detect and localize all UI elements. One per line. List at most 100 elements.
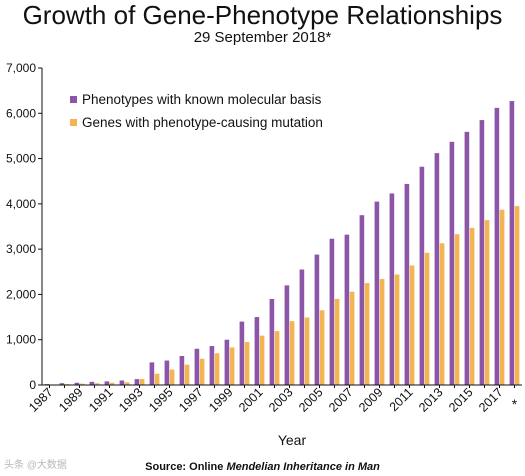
x-tick-label: 2011 [387, 385, 416, 414]
bar-genes [469, 227, 475, 385]
legend-label-phenotypes: Phenotypes with known molecular basis [82, 92, 322, 107]
bar-genes [139, 379, 145, 385]
x-tick-label: 2013 [416, 385, 446, 415]
bar-genes [514, 206, 520, 385]
bar-genes [394, 274, 400, 385]
bar-phenotypes [254, 317, 260, 385]
axes [41, 68, 522, 386]
y-axis-ticks: 0 1,000 2,000 3,000 4,000 5,000 6,000 7,000 [6, 61, 42, 392]
y-tick-label: 0 [29, 378, 36, 392]
bar-phenotypes [329, 238, 335, 385]
bar-phenotypes [419, 166, 425, 385]
bar-genes [289, 321, 295, 385]
legend-swatch-phenotypes [70, 96, 77, 103]
x-tick-label: 1997 [176, 385, 206, 415]
legend-swatch-genes [70, 119, 77, 126]
bar-phenotypes [194, 348, 200, 385]
legend-label-genes: Genes with phenotype-causing mutation [82, 115, 323, 130]
bar-phenotypes [494, 107, 500, 385]
x-axis-label: Year [277, 432, 307, 448]
bar-phenotypes [479, 120, 485, 385]
bar-phenotypes [224, 339, 230, 385]
bar-phenotypes [74, 382, 80, 385]
bar-phenotypes [374, 201, 380, 385]
bar-genes [424, 252, 430, 385]
chart-subtitle: 29 September 2018* [193, 29, 332, 46]
x-tick-label: 1999 [206, 385, 236, 415]
bar-phenotypes [104, 381, 110, 385]
source-prefix: Source: Online [145, 461, 227, 473]
bar-phenotypes [389, 193, 395, 385]
bar-phenotypes [164, 360, 170, 385]
bar-genes [409, 265, 415, 385]
bar-phenotypes [359, 215, 365, 385]
y-tick-label: 7,000 [6, 61, 36, 75]
x-tick-label: 2007 [326, 385, 356, 415]
bar-genes [154, 373, 160, 385]
bar-phenotypes [89, 381, 95, 385]
bar-phenotypes [299, 269, 305, 385]
bar-genes [364, 283, 370, 385]
bar-genes [244, 341, 250, 385]
bar-genes [79, 383, 85, 385]
bars [44, 101, 520, 386]
bar-phenotypes [434, 153, 440, 385]
bar-genes [109, 382, 115, 385]
bar-genes [319, 310, 325, 385]
bar-genes [124, 382, 130, 385]
bar-genes [169, 369, 175, 385]
bar-phenotypes [464, 131, 470, 385]
bar-genes [214, 353, 220, 385]
y-tick-label: 2,000 [6, 287, 36, 301]
bar-genes [199, 358, 205, 385]
x-tick-label: 2003 [266, 385, 296, 415]
source-note: Source: Online Mendelian Inheritance in … [0, 461, 525, 473]
bar-genes [274, 331, 280, 385]
x-tick-label: 2009 [356, 385, 386, 415]
legend: Phenotypes with known molecular basis Gen… [70, 92, 323, 130]
x-tick-label: 1989 [56, 385, 86, 415]
bar-phenotypes [134, 379, 140, 385]
bar-genes [379, 279, 385, 385]
y-tick-label: 1,000 [6, 333, 36, 347]
source-italic: Mendelian Inheritance in Man [226, 461, 380, 473]
bar-phenotypes [449, 141, 455, 385]
chart-title: Growth of Gene-Phenotype Relationships [22, 0, 503, 30]
y-tick-label: 5,000 [6, 152, 36, 166]
bar-genes [184, 364, 190, 385]
bar-phenotypes [269, 298, 275, 385]
bar-phenotypes [59, 383, 65, 385]
x-tick-label: 2017 [476, 385, 506, 415]
y-tick-label: 3,000 [6, 242, 36, 256]
x-tick-label: 2015 [446, 385, 476, 415]
bar-phenotypes [404, 183, 410, 385]
bar-genes [484, 220, 490, 385]
bar-phenotypes [179, 356, 185, 385]
bar-genes [304, 317, 310, 385]
x-axis-tick-labels: 1987 1989 1991 1993 1995 1997 1999 2001 2003 2005… [26, 385, 518, 415]
bar-genes [454, 234, 460, 385]
x-tick-label: * [512, 396, 518, 412]
y-tick-label: 6,000 [6, 106, 36, 120]
bar-genes [439, 243, 445, 385]
watermark: 头条 @大数据 [4, 460, 67, 471]
bar-phenotypes [209, 346, 215, 385]
bar-phenotypes [314, 254, 320, 385]
x-tick-label: 2005 [296, 385, 326, 415]
x-tick-label: 1993 [116, 385, 146, 415]
bar-genes [229, 347, 235, 385]
bar-genes [259, 335, 265, 385]
x-tick-label: 1995 [146, 385, 176, 415]
bar-phenotypes [239, 321, 245, 385]
bar-phenotypes [149, 362, 155, 385]
x-tick-label: 2001 [236, 385, 266, 415]
bar-genes [499, 209, 505, 385]
x-tick-label: 1991 [86, 385, 116, 415]
bar-phenotypes [344, 234, 350, 385]
bar-genes [334, 298, 340, 385]
bar-genes [349, 291, 355, 385]
bar-phenotypes [284, 285, 290, 385]
y-tick-label: 4,000 [6, 197, 36, 211]
bar-phenotypes [119, 380, 125, 385]
